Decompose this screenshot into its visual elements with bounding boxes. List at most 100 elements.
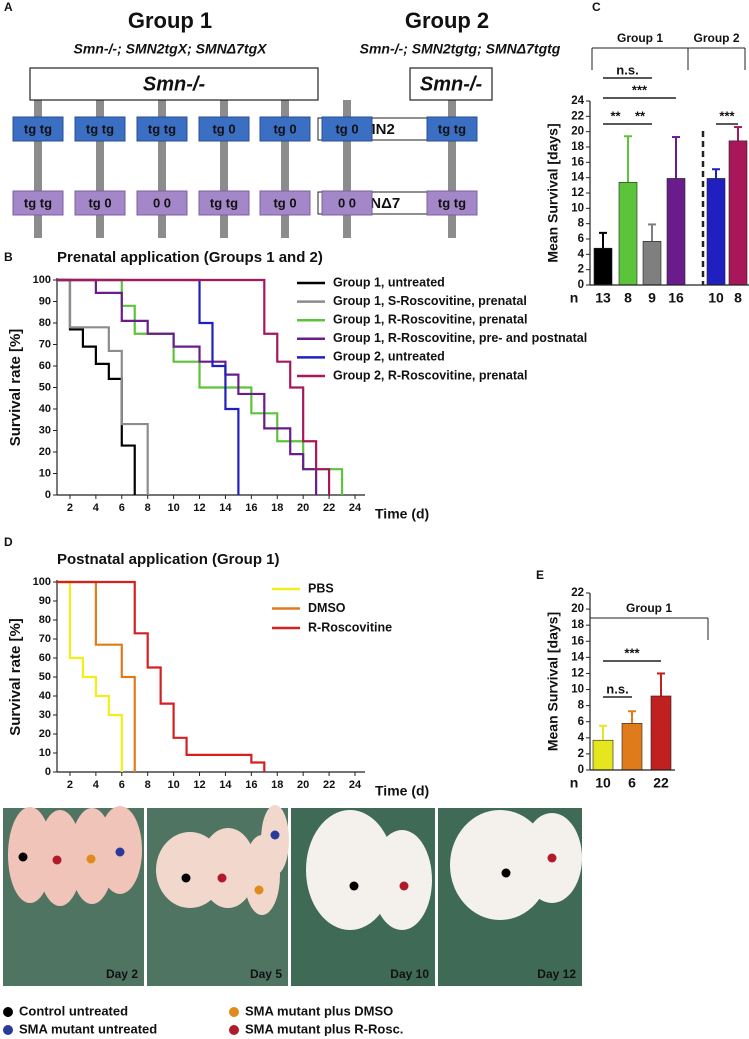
legend-label: Group 1, untreated xyxy=(333,275,445,289)
x-tick-label: 10 xyxy=(167,502,179,514)
group-title: Group 2 xyxy=(405,8,489,33)
smn2-genotype: tg 0 xyxy=(212,121,235,136)
y-tick-label: 100 xyxy=(33,576,51,588)
x-tick-label: 14 xyxy=(219,502,232,514)
smnd7-genotype: 0 0 xyxy=(153,195,171,210)
legend-label: SMA mutant untreated xyxy=(19,1021,157,1036)
x-tick-label: 6 xyxy=(119,779,125,791)
smnd7-genotype: 0 0 xyxy=(338,195,356,210)
legend-dot xyxy=(229,1007,239,1017)
photo-marker xyxy=(52,855,62,865)
x-tick-label: 18 xyxy=(271,779,283,791)
x-tick-label: 10 xyxy=(167,779,179,791)
y-tick-label: 60 xyxy=(39,652,51,664)
legend-label: Control untreated xyxy=(19,1003,128,1018)
y-tick-label: 24 xyxy=(571,95,584,107)
y-tick-label: 50 xyxy=(39,671,51,683)
y-tick-label: 30 xyxy=(39,709,51,721)
photo-day-label: Day 5 xyxy=(250,967,282,981)
n-value: 8 xyxy=(624,290,632,306)
y-axis-label: Survival rate [%] xyxy=(7,329,24,447)
bar xyxy=(666,178,686,286)
y-tick-label: 100 xyxy=(33,274,51,286)
y-tick-label: 10 xyxy=(571,202,584,214)
smn2-genotype: tg 0 xyxy=(335,121,358,136)
n-value: 8 xyxy=(734,290,742,306)
y-tick-label: 18 xyxy=(571,141,584,153)
group-label: Group 2 xyxy=(693,31,739,45)
significance-label: *** xyxy=(624,645,640,660)
x-tick-label: 4 xyxy=(93,779,100,791)
genotype: Smn-/-; SMN2tgX; SMNΔ7tgX xyxy=(74,41,269,57)
smn2-box xyxy=(321,116,373,142)
bar xyxy=(706,178,726,286)
genotype: Smn-/-; SMN2tgtg; SMNΔ7tgtg xyxy=(360,41,561,57)
y-tick-label: 14 xyxy=(571,651,584,663)
legend-label: Group 2, R-Roscovitine, prenatal xyxy=(333,368,527,382)
significance-label: *** xyxy=(632,82,648,97)
legend-label: Group 1, R-Roscovitine, prenatal xyxy=(333,312,527,326)
x-tick-label: 2 xyxy=(67,502,73,514)
y-tick-label: 10 xyxy=(39,747,51,759)
x-tick-label: 20 xyxy=(297,502,309,514)
photo-marker xyxy=(270,830,280,840)
smnd7-genotype: tg tg xyxy=(438,195,466,210)
survival-curve xyxy=(57,278,240,495)
bar xyxy=(593,247,613,286)
survival-curve xyxy=(57,278,149,495)
legend-label: Group 1, R-Roscovitine, pre- and postnat… xyxy=(333,331,587,345)
y-tick-label: 6 xyxy=(578,233,584,245)
significance-label: *** xyxy=(719,108,735,123)
survival-curve xyxy=(57,278,331,495)
survival-curve xyxy=(57,580,123,772)
smn2-genotype: tg tg xyxy=(86,121,114,136)
panel-label: E xyxy=(536,568,544,582)
mouse xyxy=(261,805,289,875)
panel-label: D xyxy=(4,535,13,549)
panel-label: C xyxy=(592,0,601,14)
panel-label: A xyxy=(4,0,13,14)
y-tick-label: 80 xyxy=(39,317,51,329)
y-tick-label: 70 xyxy=(39,338,51,350)
smn2-genotype: tg tg xyxy=(148,121,176,136)
smn2-box xyxy=(74,116,126,142)
x-tick-label: 6 xyxy=(119,502,125,514)
photo-marker xyxy=(86,854,96,864)
y-tick-label: 90 xyxy=(39,295,51,307)
smnd7-box xyxy=(198,190,250,216)
chromosome-pillar xyxy=(34,100,42,238)
smn2-box xyxy=(12,116,64,142)
y-tick-label: 10 xyxy=(39,467,51,479)
smnd7-box xyxy=(136,190,188,216)
n-label: n xyxy=(570,775,579,791)
survival-curve xyxy=(57,580,266,772)
mouse xyxy=(450,810,550,920)
x-axis-label: Time (d) xyxy=(375,783,429,799)
y-axis-label: Mean Survival [days] xyxy=(545,123,561,262)
smn2-genotype: tg 0 xyxy=(273,121,296,136)
panel-label: B xyxy=(4,250,13,264)
knockout-box xyxy=(29,67,319,101)
y-tick-label: 14 xyxy=(571,172,584,184)
photo-day-label: Day 12 xyxy=(537,967,576,981)
n-value: 6 xyxy=(628,775,636,791)
y-axis-label: Mean Survival [days] xyxy=(545,612,561,751)
legend-dot xyxy=(3,1007,13,1017)
significance-label: ** xyxy=(635,108,646,123)
n-value: 22 xyxy=(653,775,669,791)
y-tick-label: 16 xyxy=(571,156,584,168)
chart-title: Prenatal application (Groups 1 and 2) xyxy=(57,249,323,266)
significance-label: n.s. xyxy=(606,681,628,696)
y-tick-label: 50 xyxy=(39,381,51,393)
legend-label: DMSO xyxy=(308,601,346,615)
y-tick-label: 0 xyxy=(578,279,584,291)
x-tick-label: 12 xyxy=(193,502,205,514)
y-tick-label: 20 xyxy=(39,446,51,458)
smnd7-genotype: tg 0 xyxy=(88,195,111,210)
photo-marker xyxy=(501,868,511,878)
legend-label: SMA mutant plus R-Rosc. xyxy=(245,1021,403,1036)
legend-label: Group 2, untreated xyxy=(333,350,445,364)
y-tick-label: 22 xyxy=(571,110,584,122)
mouse xyxy=(306,810,394,930)
